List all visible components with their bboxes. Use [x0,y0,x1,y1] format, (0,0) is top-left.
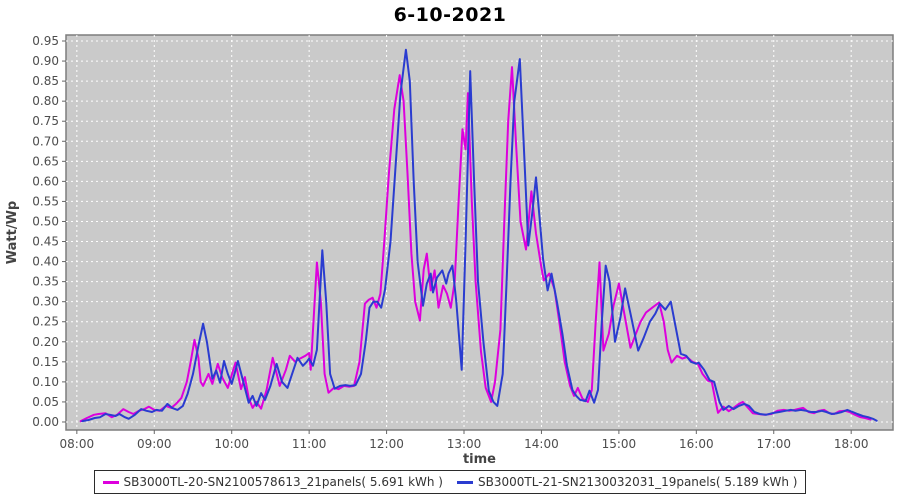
y-tick-label: 0.25 [32,315,59,329]
x-tick-label: 08:00 [60,437,95,451]
x-tick-label: 10:00 [214,437,249,451]
y-tick-label: 0.75 [32,114,59,128]
x-tick-label: 09:00 [137,437,172,451]
y-tick-label: 0.70 [32,134,59,148]
x-tick-label: 15:00 [602,437,637,451]
y-tick-label: 0.10 [32,375,59,389]
chart-title: 6-10-2021 [393,4,507,26]
y-tick-label: 0.20 [32,335,59,349]
y-tick-label: 0.45 [32,235,59,249]
x-tick-label: 17:00 [756,437,791,451]
y-axis-label: Watt/Wp [5,201,20,264]
y-tick-label: 0.15 [32,355,59,369]
series-line-1 [81,48,878,423]
y-tick-label: 0.65 [32,154,59,168]
y-tick-label: 0.95 [32,34,59,48]
plot-area-svg: 0.00 0.05 0.10 0.15 0.20 0.25 0.30 0.35 0.40 0.45… [5,34,894,467]
x-tick-label: 11:00 [292,437,327,451]
y-tick-label: 0.85 [32,74,59,88]
y-tick-label: 0.00 [32,415,59,429]
y-tick-label: 0.35 [32,275,59,289]
y-tick-label: 0.05 [32,395,59,409]
x-axis-label: time [463,452,496,467]
legend-line-swatch [457,480,473,484]
y-tick-label: 0.55 [32,194,59,208]
legend-label: SB3000TL-20-SN2100578613_21panels( 5.691… [123,475,443,489]
plot-background [65,34,894,431]
legend-item-0: SB3000TL-20-SN2100578613_21panels( 5.691… [102,475,443,489]
x-tick-label: 14:00 [524,437,559,451]
y-tick-label: 0.50 [32,214,59,228]
y-tick-label: 0.40 [32,255,59,269]
x-tick-label: 16:00 [679,437,714,451]
y-tick-label: 0.60 [32,174,59,188]
legend-row: SB3000TL-20-SN2100578613_21panels( 5.691… [0,470,900,494]
legend-item-1: SB3000TL-21-SN2130032031_19panels( 5.189… [457,475,797,489]
legend-label: SB3000TL-21-SN2130032031_19panels( 5.189… [478,475,798,489]
legend-line-swatch [102,480,119,484]
x-tick-label: 18:00 [834,437,869,451]
y-tick-label: 0.80 [32,94,59,108]
x-tick-label: 12:00 [369,437,404,451]
legend-box: SB3000TL-20-SN2100578613_21panels( 5.691… [93,470,807,494]
y-tick-label: 0.30 [32,295,59,309]
y-tick-label: 0.90 [32,54,59,68]
x-tick-label: 13:00 [447,437,482,451]
